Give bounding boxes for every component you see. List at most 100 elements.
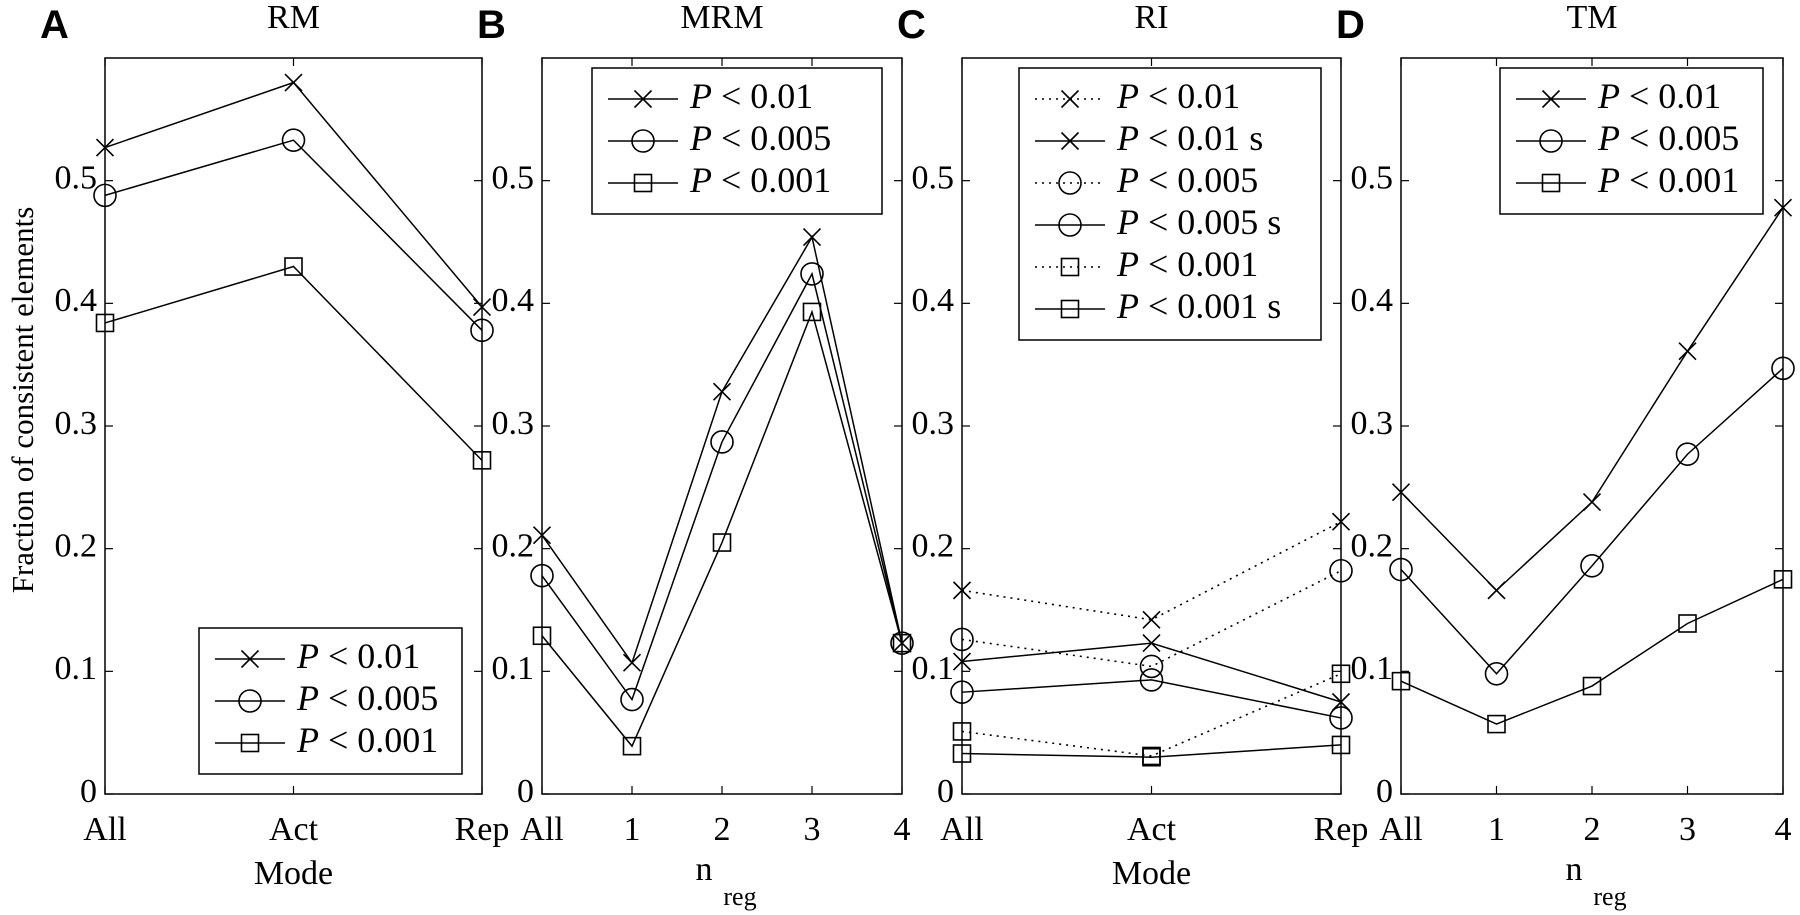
x-axis-label: Mode [1112,855,1191,892]
panel-title: RM [267,0,320,36]
data-point [1142,610,1161,629]
legend-label: P < 0.01 [1597,76,1721,116]
y-tick-label: 0.4 [912,282,955,319]
legend-marker [240,733,260,753]
legend-label: P < 0.001 s [1116,286,1281,326]
legend-label: P < 0.001 [1116,244,1258,284]
y-tick-label: 0.5 [55,159,98,196]
y-tick-label: 0.2 [55,527,98,564]
y-tick-label: 0.2 [1351,527,1394,564]
legend-marker [1060,89,1080,109]
data-point [1329,706,1353,730]
panel-letter: D [1336,3,1365,47]
data-point [1329,558,1353,583]
legend-marker [1060,299,1080,319]
data-point [1139,668,1164,692]
x-axis-label: n [696,851,713,888]
data-point [284,257,303,276]
data-point [620,687,644,712]
data-point [802,302,822,322]
data-point [1675,442,1700,467]
y-tick-label: 0.5 [1351,159,1394,196]
data-point [1331,512,1351,531]
data-point [710,430,734,454]
panel-letter: C [897,3,926,47]
panel-a: 0 0.1 0.2 0.3 0.4 0.5 All Act Rep Mode RM A P < 0.01… [40,0,509,892]
data-point [1142,746,1161,766]
y-tick-label: 0.2 [492,527,535,564]
data-point [1389,557,1413,582]
y-tick-label: 0.5 [912,159,955,196]
data-point [532,526,552,545]
legend-marker [1058,171,1082,195]
data-point [1678,614,1697,633]
series-line [961,744,1342,758]
series-3 [532,302,912,756]
data-point [1391,483,1411,502]
data-point [952,652,972,671]
data-point [1773,570,1793,589]
x-tick-label: 3 [804,811,821,848]
series-line [541,309,903,748]
data-point [472,297,492,317]
x-tick-label: All [83,811,126,848]
y-tick-label: 0 [1376,773,1393,810]
x-tick-label: 2 [1584,811,1601,848]
data-point [892,633,912,653]
series-2 [952,634,1351,712]
data-point [470,318,494,343]
series-2 [1389,356,1795,686]
x-tick-label: Act [1127,811,1177,848]
data-point [1582,492,1602,512]
legend-label: P < 0.001 [689,160,831,200]
panel-title: MRM [680,0,763,36]
y-tick-label: 0 [80,773,97,810]
data-point [1484,661,1509,686]
series-1 [532,228,912,672]
series-1 [952,512,1351,629]
legend-marker [240,649,260,669]
series-1 [95,73,492,317]
legend-marker [633,173,653,193]
series-1 [1391,198,1793,600]
data-point [802,228,822,247]
data-point [1142,747,1161,767]
panel-title: TM [1567,0,1618,36]
series-3 [95,257,492,470]
data-point [284,73,303,92]
x-tick-label: 4 [1775,811,1792,848]
data-point [93,183,117,208]
series-line [961,520,1342,621]
data-point [1142,634,1161,653]
legend-marker [1539,129,1563,153]
data-point [952,722,972,741]
y-tick-label: 0.4 [55,282,98,319]
series-3 [1391,570,1793,734]
y-tick-label: 0.1 [1351,650,1394,687]
legend-label: P < 0.01 s [1116,118,1263,158]
legend-label: P < 0.001 [296,720,438,760]
legend-label: P < 0.001 [1597,160,1739,200]
data-point [472,451,492,470]
legend-label: P < 0.005 s [1116,202,1281,242]
series-line [1400,578,1784,725]
data-point [622,653,642,672]
legend-label: P < 0.01 [296,636,420,676]
series-2 [530,262,914,712]
x-tick-label: Rep [455,811,510,848]
x-axis-label-subscript: reg [723,882,756,911]
series-4 [950,668,1353,730]
data-point [530,563,554,588]
y-axis-label: Fraction of consistent elements [5,207,40,594]
data-point [281,128,306,152]
data-point [532,626,552,646]
panel-letter: A [40,3,69,47]
y-tick-label: 0 [517,773,534,810]
legend-marker [631,129,655,153]
y-tick-label: 0.4 [1351,282,1394,319]
data-point [952,581,972,600]
